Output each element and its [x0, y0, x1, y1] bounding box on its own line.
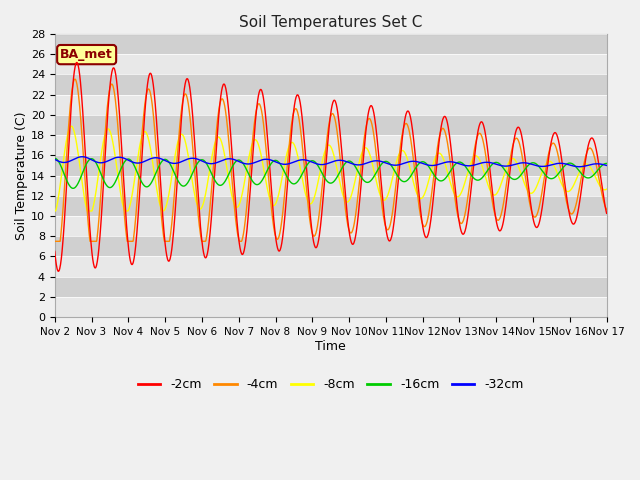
Bar [55, 74, 607, 95]
Y-axis label: Soil Temperature (C): Soil Temperature (C) [15, 111, 28, 240]
Bar [55, 196, 607, 216]
Text: BA_met: BA_met [60, 48, 113, 61]
Title: Soil Temperatures Set C: Soil Temperatures Set C [239, 15, 422, 30]
X-axis label: Time: Time [316, 340, 346, 353]
Bar [55, 176, 607, 196]
Bar [55, 54, 607, 74]
Bar [55, 256, 607, 276]
Bar [55, 34, 607, 54]
Bar [55, 236, 607, 256]
Bar [55, 135, 607, 156]
Bar [55, 297, 607, 317]
Bar [55, 156, 607, 176]
Bar [55, 216, 607, 236]
Bar [55, 115, 607, 135]
Bar [55, 276, 607, 297]
Legend: -2cm, -4cm, -8cm, -16cm, -32cm: -2cm, -4cm, -8cm, -16cm, -32cm [132, 373, 529, 396]
Bar [55, 95, 607, 115]
